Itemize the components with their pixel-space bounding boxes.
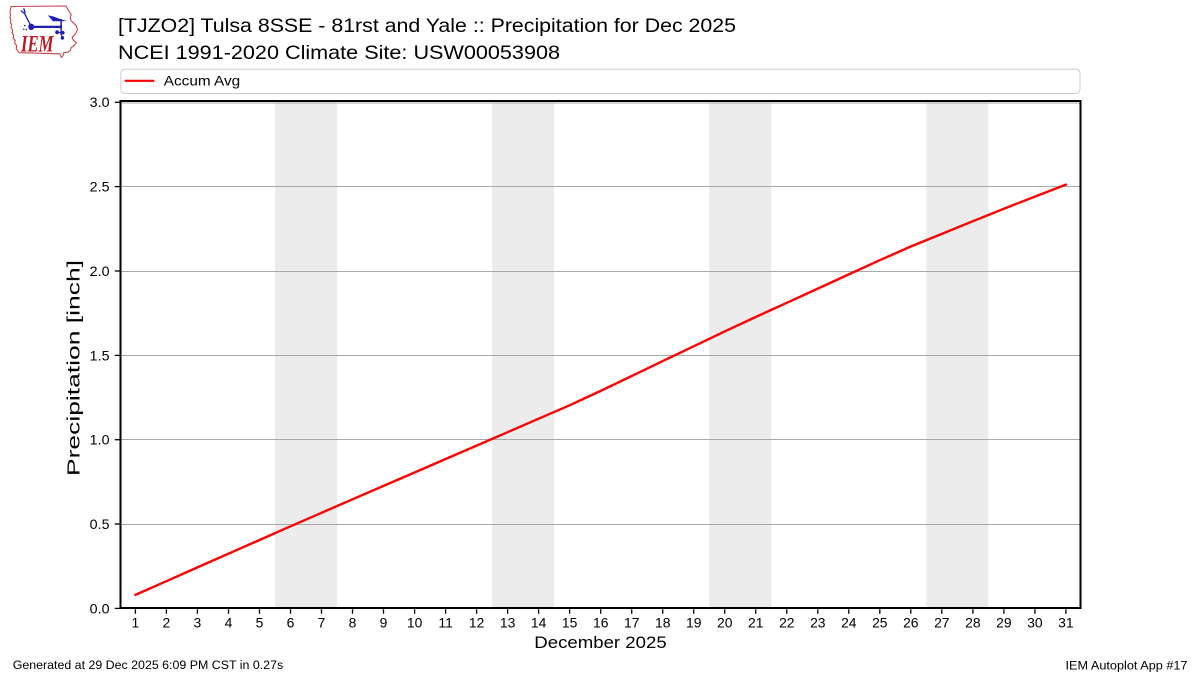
svg-text:2.5: 2.5: [90, 179, 110, 195]
svg-text:30: 30: [1027, 615, 1043, 631]
svg-text:Precipitation [inch]: Precipitation [inch]: [64, 260, 84, 476]
svg-text:23: 23: [810, 615, 826, 631]
svg-text:IEM: IEM: [20, 32, 54, 58]
svg-text:24: 24: [841, 615, 857, 631]
svg-text:IEM Autoplot App #17: IEM Autoplot App #17: [1066, 659, 1188, 673]
svg-text:29: 29: [996, 615, 1012, 631]
svg-text:[TJZO2] Tulsa 8SSE - 81rst and: [TJZO2] Tulsa 8SSE - 81rst and Yale :: P…: [118, 15, 736, 37]
svg-text:26: 26: [903, 615, 919, 631]
svg-text:Accum Avg: Accum Avg: [164, 73, 240, 89]
svg-text:27: 27: [934, 615, 950, 631]
svg-text:0.5: 0.5: [90, 516, 110, 532]
svg-text:8: 8: [349, 615, 357, 631]
svg-text:Generated at 29 Dec 2025 6:09: Generated at 29 Dec 2025 6:09 PM CST in …: [13, 658, 283, 672]
svg-text:3: 3: [194, 615, 202, 631]
svg-text:15: 15: [562, 615, 578, 631]
svg-text:1.5: 1.5: [90, 347, 110, 363]
svg-text:10: 10: [407, 615, 423, 631]
svg-text:2: 2: [163, 615, 171, 631]
svg-text:11: 11: [438, 615, 453, 631]
svg-text:16: 16: [593, 615, 609, 631]
svg-text:6: 6: [287, 615, 295, 631]
svg-text:4: 4: [225, 615, 233, 631]
svg-text:3.0: 3.0: [90, 94, 110, 110]
svg-text:14: 14: [531, 615, 547, 631]
svg-text:7: 7: [318, 615, 326, 631]
svg-text:18: 18: [655, 615, 671, 631]
svg-text:1.0: 1.0: [90, 432, 110, 448]
svg-text:1: 1: [132, 615, 140, 631]
svg-text:13: 13: [500, 615, 516, 631]
svg-text:22: 22: [779, 615, 795, 631]
svg-text:25: 25: [872, 615, 888, 631]
svg-text:19: 19: [686, 615, 702, 631]
svg-text:17: 17: [624, 615, 640, 631]
svg-text:31: 31: [1058, 615, 1074, 631]
svg-text:9: 9: [380, 615, 388, 631]
svg-text:20: 20: [717, 615, 733, 631]
svg-text:5: 5: [256, 615, 264, 631]
svg-text:NCEI 1991-2020 Climate Site: U: NCEI 1991-2020 Climate Site: USW00053908: [118, 42, 560, 64]
svg-text:21: 21: [748, 615, 764, 631]
svg-text:December 2025: December 2025: [534, 633, 666, 652]
svg-text:0.0: 0.0: [90, 600, 110, 616]
svg-text:2.0: 2.0: [90, 263, 110, 279]
svg-text:28: 28: [965, 615, 981, 631]
svg-text:12: 12: [469, 615, 485, 631]
